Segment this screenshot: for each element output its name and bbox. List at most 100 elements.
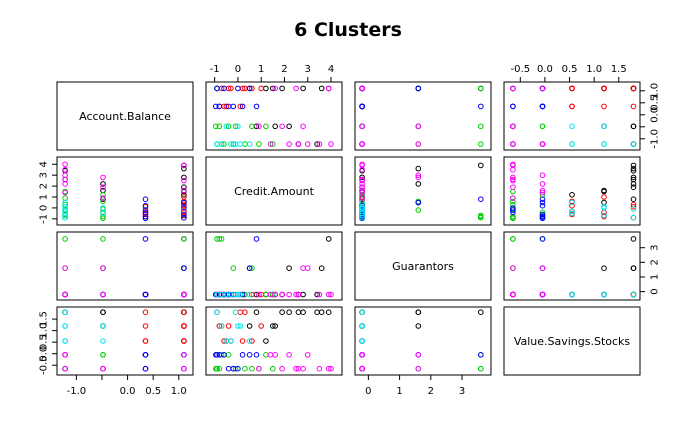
point-c3-35-r2c3 [510,236,516,242]
point-c4-46-r3c1 [235,365,241,372]
point-c6-64-r0c1 [256,123,262,130]
point-c1-9-r0c1 [263,85,269,92]
panel-account-balance-vs-guarantors [354,81,492,151]
tick-label-left-value-savings-stocks-4: 1.0 [39,323,50,339]
point-c1-4-r2c1 [314,291,320,298]
point-c6-62-r2c0 [62,265,68,272]
point-c2-14-r3c1 [239,338,246,344]
point-c5-54-r0c3 [569,141,575,147]
tick-label-bottom-account-balance-0: -1.0 [67,386,87,397]
point-c6-59-r1c2 [359,189,365,196]
point-c6-63-r2c1 [325,291,332,298]
tick-label-top-credit-amount-3: 2 [281,64,287,75]
variable-label-guarantors: Guarantors [392,260,454,273]
point-c1-6-r1c3 [630,196,637,202]
point-c6-66-r3c0 [181,352,187,358]
point-c6-63-r0c3 [510,85,516,92]
point-c5-55-r0c1 [232,141,239,147]
point-c3-27-r0c1 [216,123,223,130]
point-c6-57-r0c1 [316,141,323,147]
point-c3-35-r0c2 [478,85,484,92]
point-c6-58-r2c1 [300,265,306,272]
point-c6-65-r0c1 [295,141,302,147]
point-c5-51-r0c1 [223,123,230,130]
point-c5-52-r1c3 [630,214,637,221]
point-c4-39-r3c1 [225,365,232,372]
point-c6-67-r0c3 [510,141,516,147]
point-c6-59-r3c1 [267,352,274,358]
point-c6-62-r0c3 [539,141,546,147]
point-c4-41-r1c3 [539,202,546,209]
point-c5-55-r1c3 [630,206,637,212]
point-c1-1-r3c1 [300,309,306,316]
point-c1-4-r3c1 [314,309,320,316]
point-c5-55-r3c1 [232,309,239,316]
point-c3-26-r2c1 [230,265,237,272]
tick-label-top-credit-amount-5: 4 [328,64,334,75]
point-c6-62-r3c0 [62,352,68,358]
point-c3-35-r1c2 [478,214,484,221]
point-c3-27-r2c0 [100,236,106,242]
point-c6-61-r2c1 [279,291,285,298]
point-c1-8-r1c3 [630,176,637,183]
point-c5-51-r3c0 [100,338,106,344]
point-c1-1-r2c1 [300,291,306,298]
point-c3-29-r0c1 [242,141,248,147]
point-c1-6-r0c3 [630,123,637,130]
point-c6-56-r3c1 [286,352,292,358]
point-c1-2-r3c1 [286,309,292,316]
point-c1-1-r1c2 [359,174,365,181]
point-c6-58-r0c1 [300,123,306,130]
panel-guarantors-vs-guarantors [354,231,492,301]
point-c5-54-r3c2 [359,338,365,344]
tick-label-right-guarantors-3: 3 [650,245,661,251]
point-c6-59-r1c3 [539,189,546,196]
point-c4-46-r1c3 [510,205,516,211]
point-c5-54-r2c1 [246,291,253,298]
point-c5-53-r0c3 [601,123,607,130]
point-c3-36-r2c1 [270,291,276,298]
tick-label-bottom-guarantors-3: 3 [459,386,465,397]
point-c1-10-r3c2 [478,309,484,316]
point-c2-21-r3c1 [221,338,227,344]
point-c3-30-r3c1 [249,365,255,372]
point-c5-51-r1c3 [569,210,575,217]
point-c6-64-r1c2 [359,195,365,201]
tick-label-top-value-savings-stocks-1: -0.5 [511,64,531,75]
point-c6-62-r0c2 [415,141,422,147]
point-c5-48-r3c1 [218,323,225,329]
point-c5-55-r1c0 [62,206,68,212]
point-c5-52-r1c0 [62,214,68,221]
point-c4-42-r3c1 [246,352,253,358]
point-c3-36-r0c1 [270,141,276,147]
point-c4-47-r1c0 [142,215,149,222]
point-c1-5-r0c1 [270,85,276,92]
point-c2-18-r0c3 [630,103,637,110]
point-c4-42-r1c3 [539,199,546,206]
point-c6-66-r0c2 [359,85,365,92]
point-c6-58-r0c2 [415,123,422,130]
point-c2-22-r0c3 [601,85,607,92]
point-c5-53-r2c3 [601,291,607,298]
point-c4-40-r1c3 [539,211,546,218]
point-c4-38-r0c1 [216,103,223,110]
panel-value-savings-stocks-vs-credit-amount [205,306,343,376]
point-c3-27-r0c2 [478,123,484,130]
point-c2-20-r1c0 [181,194,187,200]
point-c3-27-r3c1 [216,365,223,372]
tick-label-bottom-guarantors-1: 1 [396,386,402,397]
point-c5-55-r3c0 [62,309,68,316]
point-c4-45-r3c2 [478,352,484,358]
point-c2-21-r3c0 [142,338,149,344]
tick-label-top-credit-amount-4: 3 [305,64,311,75]
point-c6-66-r2c3 [539,291,546,298]
point-c3-25-r0c1 [221,141,227,147]
point-c2-20-r3c1 [258,323,265,329]
point-c3-28-r3c1 [225,352,232,358]
point-c5-51-r0c3 [569,123,575,130]
tick-label-left-credit-amount-2: 1 [39,194,50,200]
tick-label-bottom-account-balance-3: 0.5 [145,386,161,397]
point-c6-66-r2c1 [272,291,279,298]
point-c1-10-r2c1 [325,236,332,242]
tick-label-top-credit-amount-0: -1 [210,64,220,75]
